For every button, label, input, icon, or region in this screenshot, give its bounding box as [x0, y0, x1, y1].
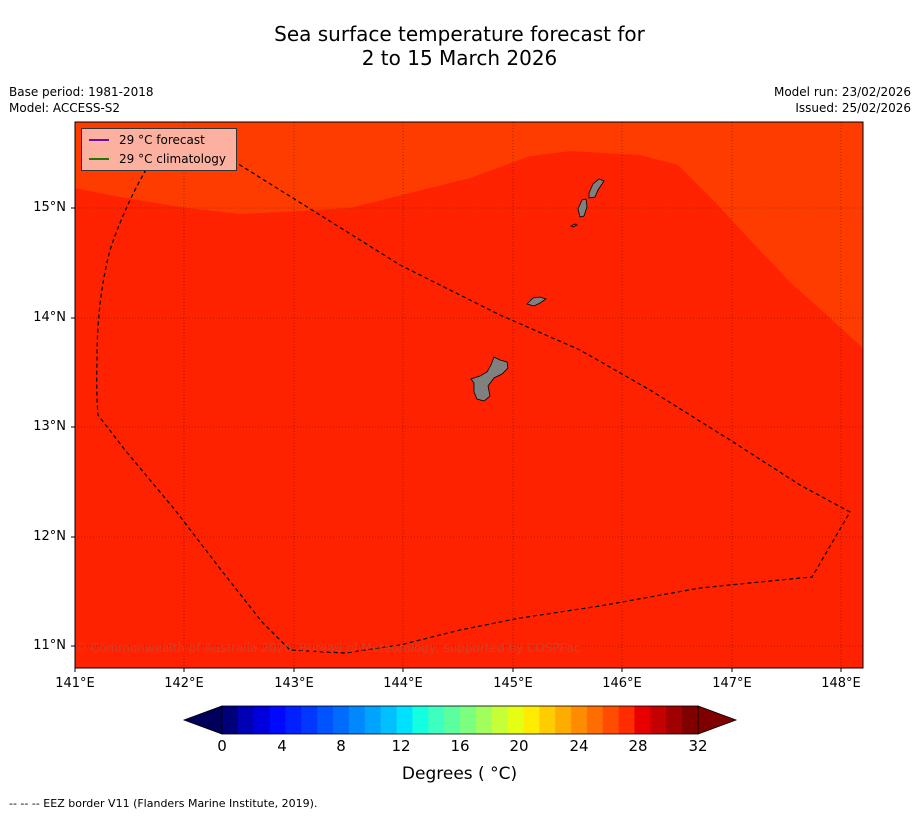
xtick-label-148: 148°E	[821, 676, 861, 691]
xtick-label-142: 142°E	[164, 676, 204, 691]
colorbar-tick-16: 16	[450, 737, 470, 755]
colorbar-tick-0: 0	[217, 737, 227, 755]
colorbar-segment	[586, 706, 604, 734]
issued-date: Issued: 25/02/2026	[795, 101, 911, 115]
colorbar-segment	[253, 706, 271, 734]
colorbar-tick-28: 28	[628, 737, 648, 755]
colorbar-label: Degrees ( °C)	[401, 764, 518, 784]
colorbar-segment	[412, 706, 429, 734]
legend-climatology: 29 °C climatology	[89, 151, 226, 167]
colorbar-segment	[380, 706, 398, 734]
legend-climatology-swatch	[89, 157, 109, 160]
model-name: Model: ACCESS-S2	[9, 101, 121, 115]
title-line-1: Sea surface temperature forecast for	[274, 22, 645, 46]
plot-frame	[74, 121, 864, 669]
colorbar-segment	[301, 706, 318, 734]
chart-title: Sea surface temperature forecast for 2 t…	[0, 22, 919, 70]
model-run: Model run: 23/02/2026	[773, 85, 911, 99]
copyright-notice: © Commonwealth of Australia 2026, Bureau…	[75, 641, 581, 655]
colorbar-segment	[428, 706, 445, 734]
colorbar-segment	[396, 706, 413, 734]
xtick-label-145: 145°E	[493, 676, 533, 691]
colorbar-segment	[523, 706, 540, 734]
legend-forecast-label: 29 °C forecast	[119, 133, 205, 147]
colorbar-tick-24: 24	[569, 737, 589, 755]
title-line-2: 2 to 15 March 2026	[361, 46, 558, 70]
colorbar-segment	[475, 706, 493, 734]
colorbar-tick-8: 8	[336, 737, 346, 755]
xtick-label-147: 147°E	[712, 676, 752, 691]
colorbar	[182, 705, 738, 735]
legend-forecast: 29 °C forecast	[89, 132, 205, 148]
xtick-label-146: 146°E	[602, 676, 642, 691]
ytick-label-15: 15°N	[33, 200, 66, 215]
colorbar-segment	[682, 706, 699, 734]
legend: 29 °C forecast 29 °C climatology	[81, 128, 237, 171]
ytick-label-12: 12°N	[33, 529, 66, 544]
island-rota	[526, 296, 547, 307]
island-saipan	[588, 178, 605, 199]
tick-marks	[71, 207, 842, 672]
colorbar-tick-32: 32	[688, 737, 708, 755]
colorbar-over-triangle	[697, 705, 738, 735]
legend-climatology-label: 29 °C climatology	[119, 152, 227, 166]
colorbar-frame	[221, 705, 699, 735]
colorbar-segment	[539, 706, 556, 734]
colorbar-segment	[491, 706, 509, 734]
colorbar-tick-12: 12	[391, 737, 411, 755]
ytick-label-13: 13°N	[33, 419, 66, 434]
colorbar-segment	[634, 706, 651, 734]
legend-forecast-swatch	[89, 138, 109, 141]
xtick-label-143: 143°E	[274, 676, 314, 691]
colorbar-segment	[444, 706, 461, 734]
colorbar-segment	[618, 706, 636, 734]
island-guam	[470, 356, 509, 402]
gridlines	[75, 122, 863, 668]
colorbar-segment	[348, 706, 366, 734]
eez-border	[96, 137, 851, 654]
meta-right: Model run: 23/02/2026 Issued: 25/02/2026	[774, 84, 911, 116]
colorbar-segment	[269, 706, 286, 734]
sst-cooler-zone-north	[75, 122, 863, 348]
colorbar-segment	[333, 706, 350, 734]
base-period: Base period: 1981-2018	[9, 85, 154, 99]
island-aguijan	[570, 223, 578, 228]
colorbar-segment	[237, 706, 255, 734]
colorbar-segment	[317, 706, 334, 734]
colorbar-segment	[222, 706, 239, 734]
colorbar-segment	[555, 706, 572, 734]
colorbar-segment	[650, 706, 667, 734]
colorbar-segment	[602, 706, 620, 734]
colorbar-segment	[460, 706, 477, 734]
colorbar-tick-20: 20	[509, 737, 529, 755]
colorbar-segment	[666, 706, 683, 734]
footnote: -- -- -- EEZ border V11 (Flanders Marine…	[9, 797, 318, 810]
colorbar-segment	[507, 706, 524, 734]
ytick-label-14: 14°N	[33, 310, 66, 325]
colorbar-segment	[364, 706, 382, 734]
colorbar-segment	[571, 706, 588, 734]
meta-left: Base period: 1981-2018 Model: ACCESS-S2	[9, 84, 154, 116]
xtick-label-144: 144°E	[383, 676, 423, 691]
colorbar-tick-4: 4	[277, 737, 287, 755]
colorbar-under-triangle	[182, 705, 223, 735]
xtick-label-141: 141°E	[55, 676, 95, 691]
ytick-label-11: 11°N	[33, 638, 66, 653]
island-tinian	[577, 198, 588, 218]
colorbar-segment	[285, 706, 302, 734]
